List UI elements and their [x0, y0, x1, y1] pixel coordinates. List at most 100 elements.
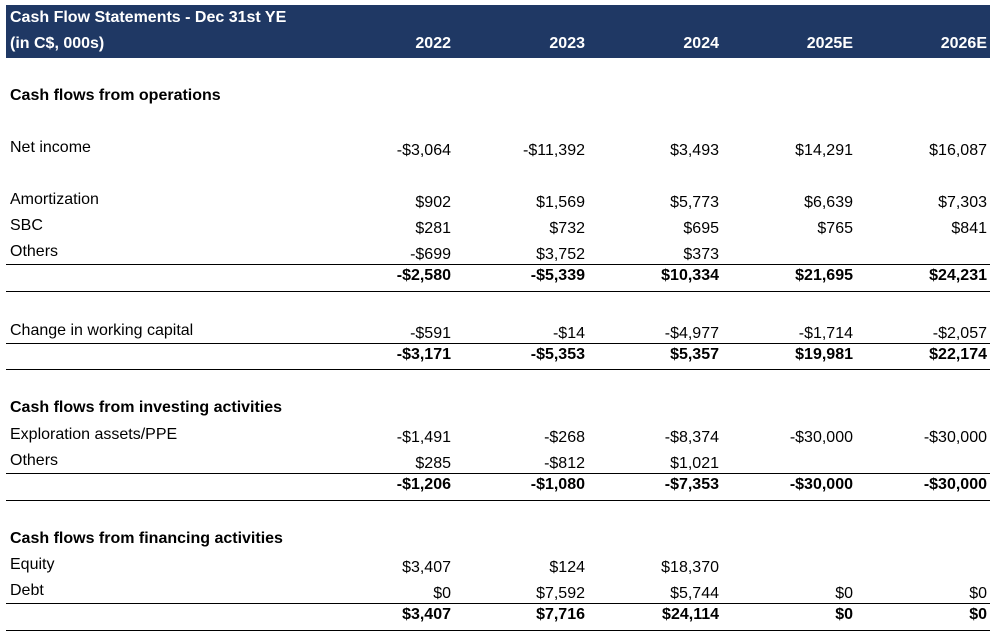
table-row-net-income: Net income -$3,064 -$11,392 $3,493 $14,2… [6, 139, 990, 163]
cell-value: $902 [415, 194, 451, 211]
cell-value: $14,291 [795, 142, 853, 159]
cell-value: -$1,206 [396, 476, 451, 493]
cell-value: -$7,353 [664, 476, 719, 493]
cell-value: $7,716 [536, 606, 585, 623]
cell-value: $0 [969, 606, 987, 623]
table-row-total-investing: -$1,206 -$1,080 -$7,353 -$30,000 -$30,00… [6, 474, 990, 498]
cell-value: $0 [835, 606, 853, 623]
row-label: SBC [10, 217, 43, 234]
cell-value: -$699 [410, 246, 451, 263]
cell-value: -$1,080 [530, 476, 585, 493]
cell-value: $19,981 [795, 346, 853, 363]
subtotal-rule [6, 291, 990, 292]
table-row-exploration: Exploration assets/PPE -$1,491 -$268 -$8… [6, 426, 990, 450]
total-rule [6, 343, 990, 344]
section-title: Cash flows from financing activities [10, 530, 283, 547]
section-title: Cash flows from investing activities [10, 399, 283, 416]
year-header: 2024 [683, 35, 719, 52]
cell-value: $124 [549, 559, 585, 576]
cell-value: -$14 [552, 325, 585, 342]
cell-value: -$5,353 [530, 346, 585, 363]
table-row-total-operations: -$3,171 -$5,353 $5,357 $19,981 $22,174 [6, 344, 990, 368]
cell-value: $3,493 [670, 142, 719, 159]
total-rule [6, 603, 990, 604]
year-header: 2023 [549, 35, 585, 52]
cell-value: $285 [415, 455, 451, 472]
cell-value: $3,752 [536, 246, 585, 263]
table-row-subtotal-operations: -$2,580 -$5,339 $10,334 $21,695 $24,231 [6, 265, 990, 289]
cell-value: $5,773 [670, 194, 719, 211]
table-row-working-capital: Change in working capital -$591 -$14 -$4… [6, 322, 990, 346]
table-row-others-investing: Others $285 -$812 $1,021 [6, 452, 990, 476]
cell-value: -$8,374 [664, 429, 719, 446]
cell-value: $1,021 [670, 455, 719, 472]
cell-value: $24,114 [662, 606, 719, 623]
cell-value: $765 [817, 220, 853, 237]
section-header-operations: Cash flows from operations [6, 87, 990, 111]
table-row-amortization: Amortization $902 $1,569 $5,773 $6,639 $… [6, 191, 990, 215]
table-row-debt: Debt $0 $7,592 $5,744 $0 $0 [6, 582, 990, 606]
cell-value: -$2,580 [396, 267, 451, 284]
cell-value: $3,407 [402, 559, 451, 576]
cell-value: $281 [415, 220, 451, 237]
cell-value: -$2,057 [932, 325, 987, 342]
row-label: Debt [10, 582, 44, 599]
cell-value: -$30,000 [789, 429, 853, 446]
cell-value: -$1,491 [396, 429, 451, 446]
cell-value: $7,303 [938, 194, 987, 211]
cell-value: $7,592 [536, 585, 585, 602]
subtotal-rule [6, 264, 990, 265]
table-row-others-operations: Others -$699 $3,752 $373 [6, 243, 990, 267]
row-label: Others [10, 452, 59, 469]
table-row-sbc: SBC $281 $732 $695 $765 $841 [6, 217, 990, 241]
cell-value: -$5,339 [530, 267, 585, 284]
cell-value: $3,407 [402, 606, 451, 623]
row-label: Change in working capital [10, 322, 194, 339]
cash-flow-table: Cash Flow Statements - Dec 31st YE (in C… [6, 5, 990, 631]
cell-value: -$3,171 [396, 346, 451, 363]
cell-value: -$3,064 [396, 142, 451, 159]
cell-value: -$812 [544, 455, 585, 472]
total-rule [6, 630, 990, 631]
row-label: Others [10, 243, 59, 260]
total-rule [6, 473, 990, 474]
row-label: Exploration assets/PPE [10, 426, 178, 443]
section-title: Cash flows from operations [10, 87, 221, 104]
total-rule [6, 500, 990, 501]
table-header: Cash Flow Statements - Dec 31st YE (in C… [6, 5, 990, 58]
row-label: Net income [10, 139, 91, 156]
cell-value: $0 [969, 585, 987, 602]
cell-value: $0 [835, 585, 853, 602]
year-header: 2026E [940, 35, 987, 52]
cell-value: $695 [683, 220, 719, 237]
row-label: Amortization [10, 191, 99, 208]
year-header: 2022 [415, 35, 451, 52]
cell-value: -$11,392 [523, 142, 585, 159]
cell-value: $21,695 [795, 267, 853, 284]
cell-value: $18,370 [661, 559, 719, 576]
table-subtitle: (in C$, 000s) [10, 35, 105, 52]
table-title: Cash Flow Statements - Dec 31st YE [10, 9, 287, 26]
cell-value: -$1,714 [798, 325, 853, 342]
cell-value: $16,087 [929, 142, 987, 159]
cell-value: $5,357 [670, 346, 719, 363]
year-header: 2025E [806, 35, 853, 52]
cell-value: -$4,977 [664, 325, 719, 342]
cell-value: -$30,000 [923, 429, 987, 446]
cell-value: $841 [951, 220, 987, 237]
cell-value: $373 [683, 246, 719, 263]
cell-value: -$30,000 [923, 476, 987, 493]
cell-value: -$268 [544, 429, 585, 446]
section-header-investing: Cash flows from investing activities [6, 399, 990, 423]
row-label: Equity [10, 556, 55, 573]
cell-value: $6,639 [804, 194, 853, 211]
table-row-equity: Equity $3,407 $124 $18,370 [6, 556, 990, 580]
cell-value: $732 [549, 220, 585, 237]
section-header-financing: Cash flows from financing activities [6, 530, 990, 554]
cell-value: -$30,000 [789, 476, 853, 493]
cell-value: -$591 [410, 325, 451, 342]
cell-value: $0 [433, 585, 451, 602]
table-row-total-financing: $3,407 $7,716 $24,114 $0 $0 [6, 604, 990, 628]
cell-value: $22,174 [929, 346, 987, 363]
cell-value: $24,231 [929, 267, 987, 284]
